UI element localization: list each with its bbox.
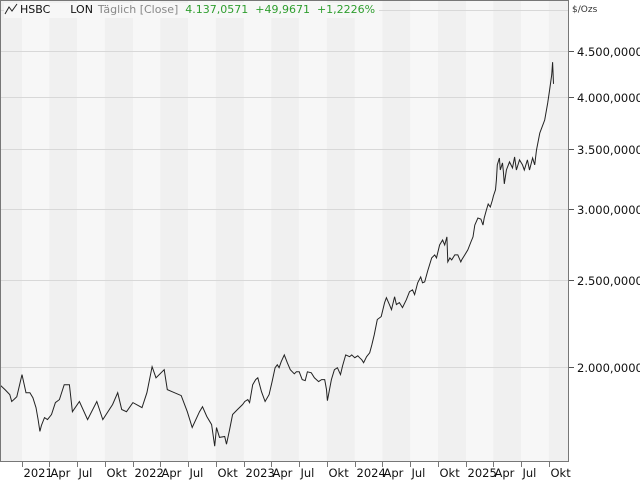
y-tick-label: 4.000,0000 bbox=[577, 90, 640, 105]
y-tick-label: 2.500,0000 bbox=[577, 273, 640, 288]
quarter-band bbox=[438, 0, 466, 462]
x-tick-label: Jul bbox=[522, 466, 537, 480]
chart-header: HSBC LON Täglich [Close] 4.137,0571 +49,… bbox=[4, 3, 380, 18]
x-tick-label: 2021 bbox=[23, 466, 53, 480]
quarter-band bbox=[0, 0, 22, 462]
x-tick-label: Apr bbox=[272, 466, 293, 480]
quarter-band bbox=[548, 0, 569, 462]
x-tick-label: Okt bbox=[550, 466, 571, 480]
y-tick-label: 3.500,0000 bbox=[577, 142, 640, 157]
x-tick-label: 2022 bbox=[134, 466, 164, 480]
quarter-band bbox=[160, 0, 188, 462]
x-tick-label: 2023 bbox=[245, 466, 275, 480]
x-tick-label: Jul bbox=[189, 466, 204, 480]
x-tick-label: Okt bbox=[217, 466, 238, 480]
quarter-band bbox=[104, 0, 133, 462]
y-tick-label: 2.000,0000 bbox=[577, 360, 640, 375]
plot-frame bbox=[0, 0, 569, 462]
y-tick-label: 4.500,0000 bbox=[577, 44, 640, 59]
frequency[interactable]: Täglich [Close] bbox=[97, 3, 179, 16]
quarter-band bbox=[49, 0, 78, 462]
last-price: 4.137,0571 bbox=[185, 3, 249, 16]
quarter-band bbox=[326, 0, 355, 462]
line-chart-icon[interactable] bbox=[4, 3, 18, 18]
x-tick-label: Okt bbox=[106, 466, 127, 480]
axis-ticks bbox=[22, 51, 574, 467]
x-tick-label: Okt bbox=[439, 466, 460, 480]
x-tick-label: Jul bbox=[300, 466, 315, 480]
y-tick-label: 3.000,0000 bbox=[577, 202, 640, 217]
symbol[interactable]: HSBC bbox=[20, 3, 51, 16]
price-change: +49,9671 bbox=[255, 3, 310, 16]
price-change-pct: +1,2226% bbox=[316, 3, 376, 16]
y-axis-unit: $/Ozs bbox=[572, 5, 598, 15]
x-tick-label: Okt bbox=[328, 466, 349, 480]
quarter-band bbox=[271, 0, 299, 462]
x-tick-label: Jul bbox=[411, 466, 426, 480]
x-tick-label: Apr bbox=[494, 466, 515, 480]
x-tick-label: Apr bbox=[383, 466, 404, 480]
quarter-band bbox=[215, 0, 244, 462]
quarter-band bbox=[493, 0, 522, 462]
x-tick-label: 2024 bbox=[356, 466, 386, 480]
quarter-band bbox=[382, 0, 411, 462]
quarter-bands bbox=[0, 0, 569, 462]
price-line bbox=[0, 62, 554, 447]
x-tick-label: 2025 bbox=[467, 466, 497, 480]
x-tick-label: Jul bbox=[78, 466, 93, 480]
x-tick-label: Apr bbox=[161, 466, 182, 480]
x-tick-label: Apr bbox=[50, 466, 71, 480]
exchange: LON bbox=[70, 3, 93, 16]
